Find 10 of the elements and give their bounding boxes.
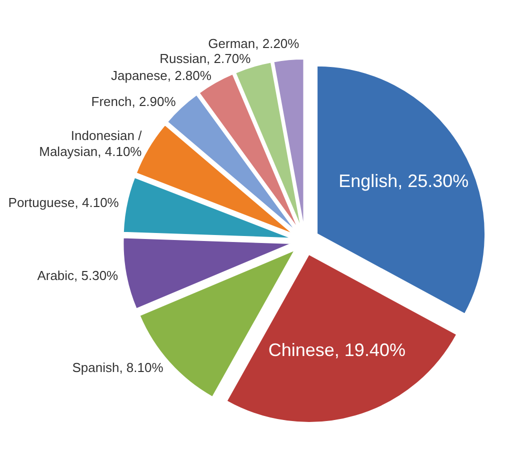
slice-label: Russian, 2.70% <box>160 51 251 67</box>
slice-label: Chinese, 19.40% <box>268 340 406 362</box>
slice-label: English, 25.30% <box>338 171 469 194</box>
slice-label: French, 2.90% <box>91 94 176 110</box>
slice-label: Indonesian / Malaysian, 4.10% <box>39 128 142 160</box>
slice-label: Japanese, 2.80% <box>110 68 212 84</box>
slice-label: Spanish, 8.10% <box>72 360 164 376</box>
slice-label: Portuguese, 4.10% <box>8 195 119 211</box>
slice-label: German, 2.20% <box>208 36 300 52</box>
slice-label: Arabic, 5.30% <box>37 268 118 284</box>
